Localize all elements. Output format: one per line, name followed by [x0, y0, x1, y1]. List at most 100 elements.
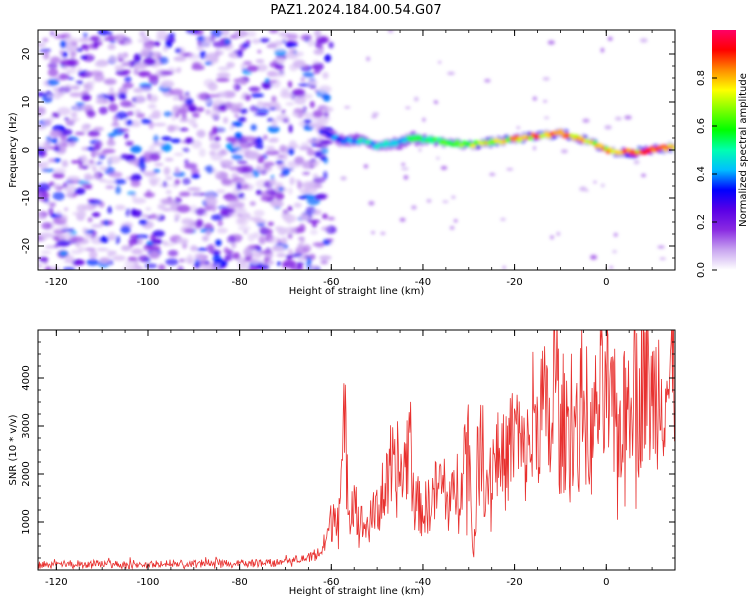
heatmap-cell — [313, 209, 322, 216]
heatmap-cell — [152, 230, 165, 238]
heatmap-cell — [76, 204, 87, 213]
heatmap-cell — [484, 78, 491, 83]
heatmap-cell — [183, 228, 195, 234]
heatmap-cell — [194, 258, 201, 268]
heatmap-cell — [132, 209, 143, 218]
heatmap-cell — [609, 266, 614, 269]
heatmap-cell — [138, 219, 148, 226]
heatmap-cell — [179, 127, 189, 132]
heatmap-cell — [261, 81, 273, 90]
heatmap-cell — [280, 92, 295, 99]
heatmap-cell — [104, 180, 116, 184]
heatmap-cell — [447, 71, 455, 75]
heatmap-cell — [162, 200, 176, 205]
heatmap-cell — [320, 226, 330, 231]
heatmap-cell — [144, 263, 158, 269]
heatmap-cell — [107, 155, 121, 164]
heatmap-cell — [99, 235, 109, 244]
heatmap-cell — [266, 80, 278, 83]
heatmap-cell — [279, 173, 286, 177]
heatmap-cell — [89, 35, 101, 42]
heatmap-cell — [236, 50, 243, 58]
heatmap-cell — [53, 148, 60, 152]
heatmap-cell — [120, 69, 132, 74]
heatmap-cell — [312, 176, 325, 184]
heatmap-cell — [69, 92, 83, 98]
y-tick-label: 2000 — [21, 461, 32, 486]
heatmap-cell — [326, 238, 334, 243]
heatmap-cell — [287, 80, 293, 89]
heatmap-cell — [80, 55, 88, 60]
heatmap-cell — [143, 244, 154, 250]
heatmap-cell — [44, 245, 57, 249]
heatmap-cell — [167, 125, 176, 133]
heatmap-cell — [281, 109, 286, 115]
heatmap-cell — [148, 145, 156, 153]
heatmap-cell — [268, 107, 278, 111]
heatmap-cell — [107, 31, 113, 37]
heatmap-cell — [292, 112, 299, 117]
heatmap-cell — [319, 255, 332, 260]
heatmap-cell — [154, 163, 164, 166]
heatmap-cell — [98, 155, 106, 159]
heatmap-cell — [252, 169, 260, 178]
heatmap-cell — [215, 172, 221, 177]
heatmap-cell — [527, 136, 534, 141]
colorbar-tick-label: 0.0 — [696, 262, 707, 278]
heatmap-cell — [153, 122, 167, 127]
heatmap-cell — [307, 219, 321, 224]
heatmap-cell — [70, 236, 85, 243]
heatmap-cell — [289, 176, 295, 186]
heatmap-cell — [259, 250, 273, 255]
heatmap-cell — [585, 189, 589, 192]
heatmap-cell — [70, 65, 77, 74]
heatmap-cell — [114, 204, 126, 211]
heatmap-cell — [165, 176, 173, 181]
heatmap-cell — [165, 258, 179, 266]
colorbar-tick-label: 0.8 — [696, 70, 707, 86]
heatmap-cell — [281, 237, 288, 246]
spectrogram-y-axis-label: Frequency (Hz) — [8, 112, 19, 188]
heatmap-cell — [270, 199, 284, 208]
heatmap-cell — [210, 30, 223, 38]
heatmap-cell — [207, 82, 218, 91]
heatmap-cell — [38, 256, 49, 263]
heatmap-cell — [294, 88, 306, 98]
y-tick-label: -10 — [21, 190, 32, 206]
heatmap-cell — [322, 93, 331, 102]
heatmap-cell — [148, 74, 159, 81]
x-tick-label: 0 — [603, 577, 609, 588]
heatmap-cell — [173, 152, 184, 156]
heatmap-cell — [134, 258, 139, 267]
heatmap-cell — [210, 214, 224, 221]
heatmap-cell — [132, 197, 147, 204]
snr-x-ticks: -120 -100 -80 -60 -40 -20 0 — [45, 330, 676, 588]
heatmap-cell — [60, 214, 68, 223]
heatmap-cell — [579, 186, 587, 192]
spectrogram-x-axis-label: Height of straight line (km) — [289, 286, 425, 297]
heatmap-cell — [217, 150, 228, 156]
heatmap-cell — [74, 131, 86, 136]
heatmap-cell — [70, 111, 78, 118]
heatmap-cell — [52, 183, 61, 188]
heatmap-cell — [253, 244, 261, 250]
heatmap-cell — [143, 171, 157, 177]
heatmap-cell — [307, 39, 315, 47]
heatmap-cell — [231, 121, 243, 127]
heatmap-cell — [95, 150, 100, 156]
x-tick-label: -120 — [45, 277, 68, 288]
heatmap-cell — [172, 96, 180, 101]
heatmap-cell — [51, 137, 59, 144]
heatmap-cell — [298, 83, 311, 87]
heatmap-cell — [276, 253, 286, 258]
heatmap-cell — [56, 240, 71, 247]
heatmap-cell — [61, 159, 69, 168]
signal-track — [319, 126, 675, 159]
heatmap-cell — [250, 124, 257, 131]
heatmap-cell — [440, 165, 448, 170]
heatmap-cell — [302, 105, 307, 114]
heatmap-cell — [279, 144, 287, 153]
heatmap-cell — [49, 129, 63, 138]
heatmap-cell — [259, 226, 270, 236]
